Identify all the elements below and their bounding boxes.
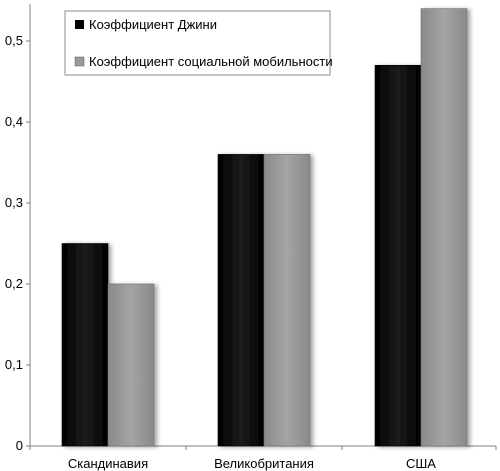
y-tick-label: 0,2 (5, 276, 23, 291)
y-tick-label: 0,4 (5, 114, 23, 129)
x-category-label: США (406, 456, 436, 471)
legend-box (64, 10, 331, 76)
bar-gini (217, 154, 265, 447)
bar-mobility (263, 154, 311, 447)
legend-swatch-mobility (74, 56, 85, 67)
y-axis-ticks: 0 0,1 0,2 0,3 0,4 0,5 (5, 33, 30, 453)
bar-gini (61, 243, 109, 447)
bar-mobility (107, 283, 155, 447)
legend-swatch-gini (75, 20, 84, 29)
y-tick-label: 0 (16, 438, 23, 453)
x-axis-labels: Скандинавия Великобритания США (29, 446, 497, 471)
legend-label-gini: Коэффициент Джини (89, 17, 217, 32)
legend: Коэффициент Джини Коэффициент социальной… (64, 10, 333, 76)
bar-mobility (420, 8, 468, 447)
x-category-label: Скандинавия (68, 456, 148, 471)
bar-series-group (61, 8, 468, 447)
legend-label-mobility: Коэффициент социальной мобильности (89, 54, 333, 69)
y-tick-label: 0,3 (5, 195, 23, 210)
bar-gini (374, 65, 422, 447)
y-tick-label: 0,1 (5, 357, 23, 372)
y-tick-label: 0,5 (5, 33, 23, 48)
x-category-label: Великобритания (214, 456, 314, 471)
